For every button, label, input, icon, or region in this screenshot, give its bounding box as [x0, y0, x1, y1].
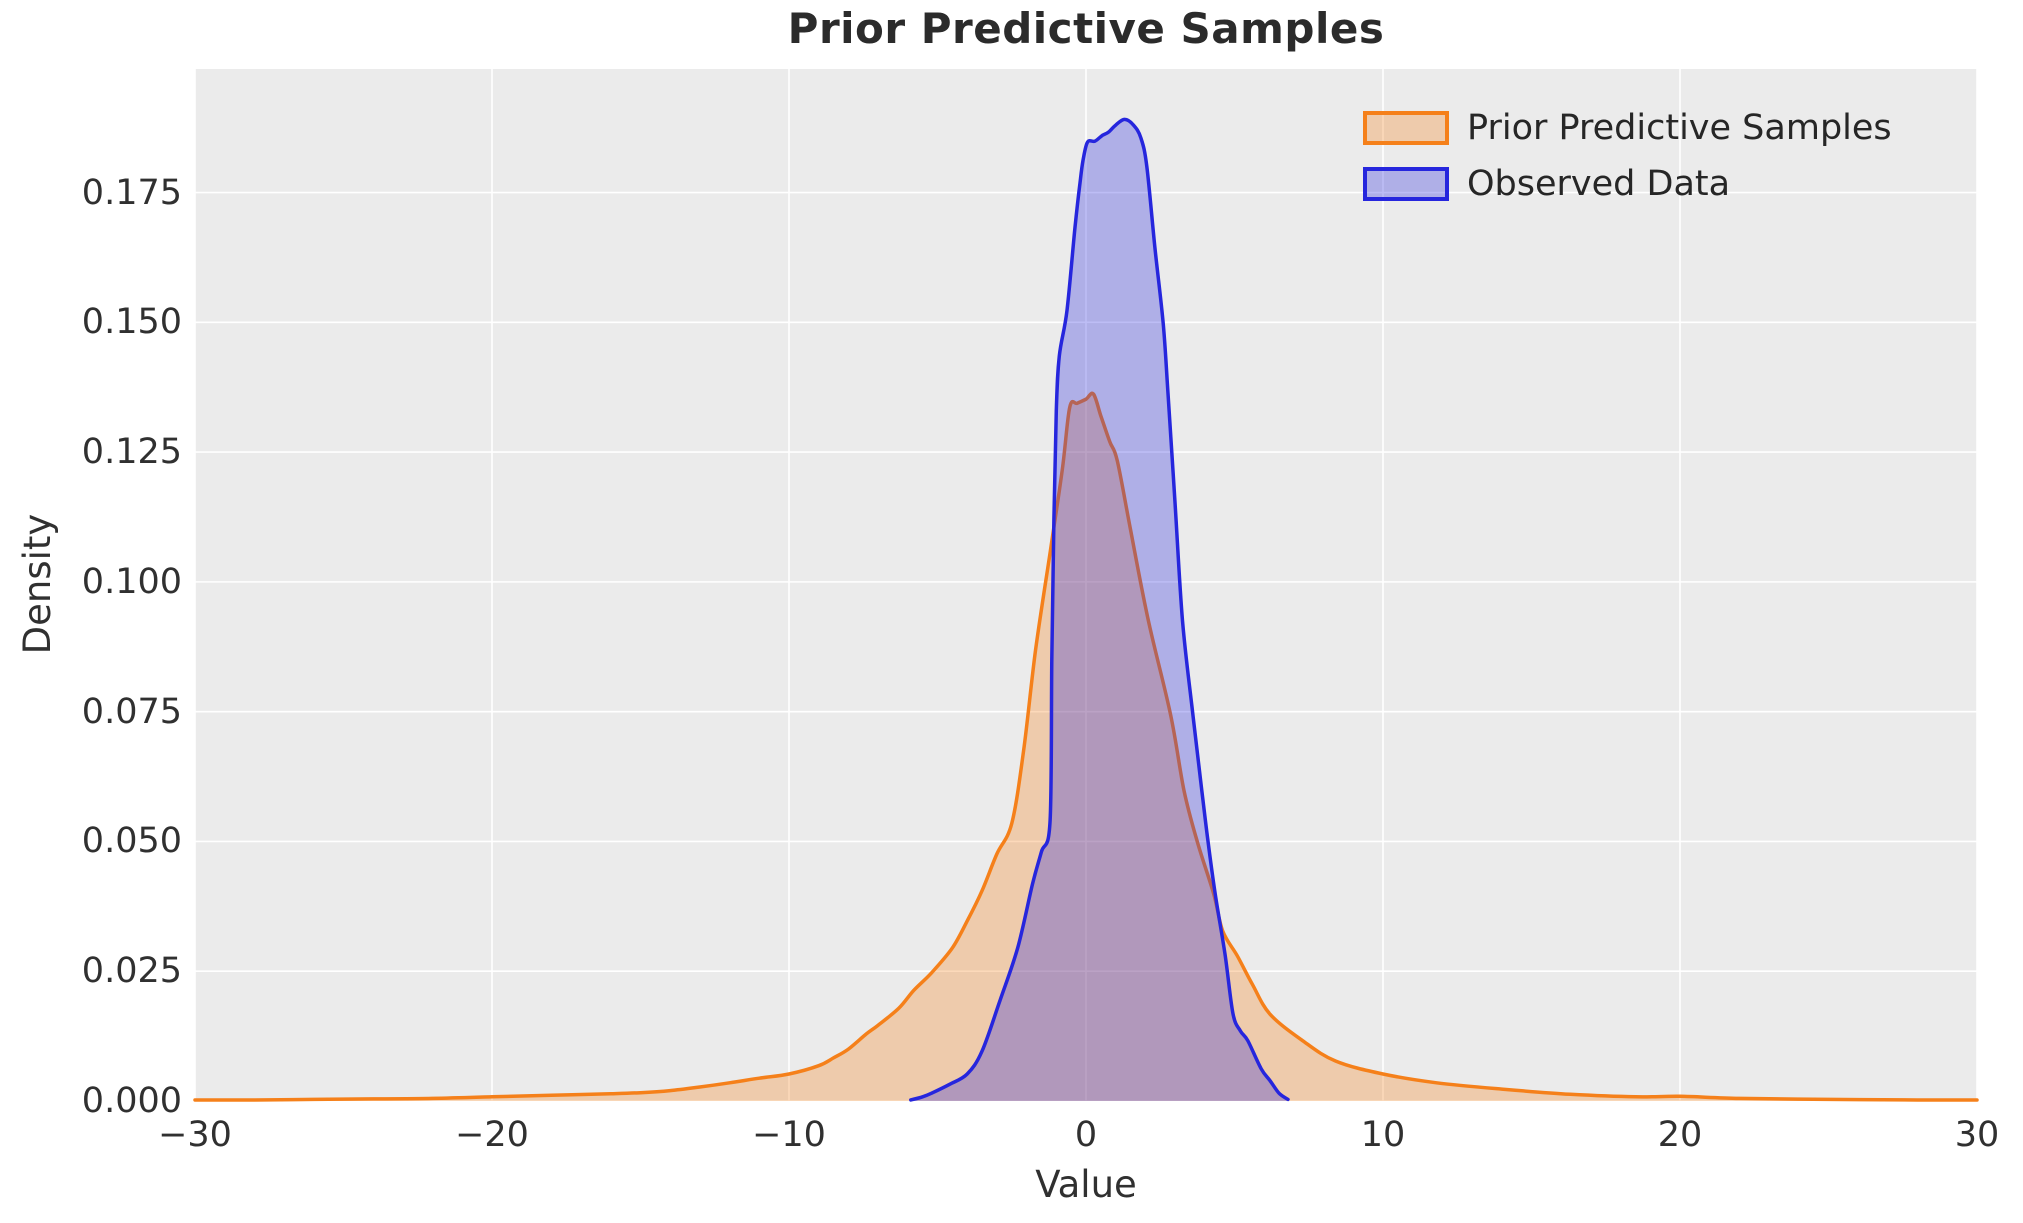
- y-tick-label: 0.075: [81, 691, 182, 732]
- x-tick-label: −30: [158, 1115, 232, 1155]
- x-tick-label: 20: [1657, 1115, 1703, 1155]
- x-tick-label: 10: [1360, 1115, 1406, 1155]
- legend-swatch-prior-predictive: [1363, 111, 1449, 145]
- y-tick-label: 0.175: [81, 172, 182, 213]
- x-axis-label: Value: [1035, 1163, 1137, 1206]
- y-tick-label: 0.025: [81, 951, 182, 992]
- x-tick-label: −10: [752, 1115, 826, 1155]
- legend-item-observed-data: Observed Data: [1363, 156, 1892, 212]
- legend-label: Observed Data: [1467, 164, 1731, 204]
- observed-data-curve-fill: [910, 119, 1288, 1101]
- legend-item-prior-predictive: Prior Predictive Samples: [1363, 100, 1892, 156]
- y-tick-label: 0.050: [81, 821, 182, 862]
- legend-label: Prior Predictive Samples: [1467, 108, 1892, 148]
- observed-data-curve: [909, 117, 1290, 1102]
- y-tick-label: 0.000: [81, 1081, 182, 1121]
- chart-title: Prior Predictive Samples: [787, 4, 1385, 53]
- legend-swatch-observed-data: [1363, 167, 1449, 201]
- y-tick-label: 0.125: [81, 432, 182, 473]
- x-tick-label: 30: [1954, 1115, 2000, 1155]
- prior-predictive-curve: [193, 391, 1979, 1102]
- y-tick-label: 0.100: [81, 561, 182, 602]
- x-tick-label: −20: [455, 1115, 529, 1155]
- legend: Prior Predictive Samples Observed Data: [1363, 100, 1892, 212]
- prior-predictive-curve-fill: [195, 393, 1977, 1102]
- x-tick-label: 0: [1074, 1115, 1098, 1155]
- y-tick-label: 0.150: [81, 302, 182, 343]
